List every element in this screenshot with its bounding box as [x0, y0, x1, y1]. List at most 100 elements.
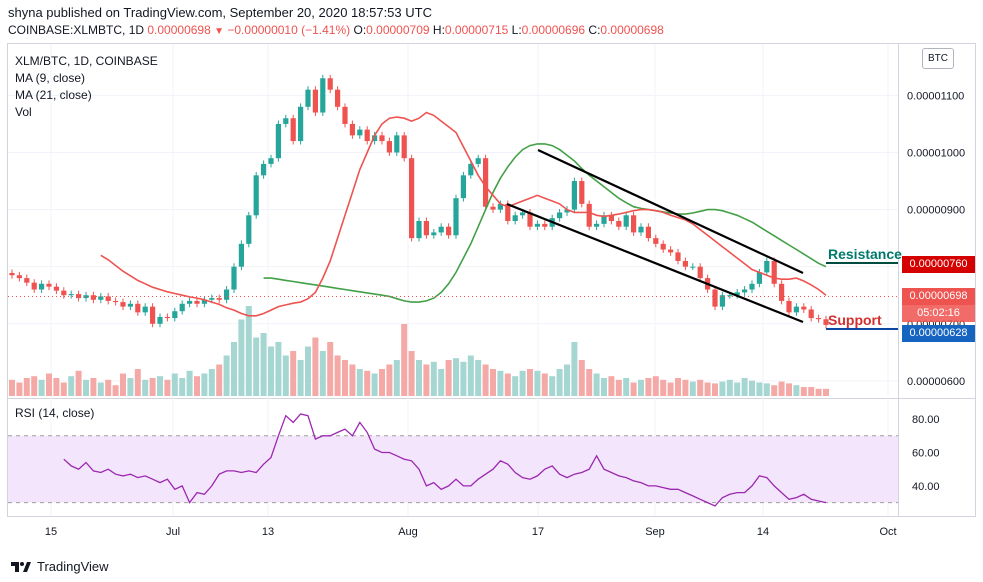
volume-bar: [556, 369, 563, 396]
candle-body: [386, 141, 392, 153]
tradingview-logo[interactable]: TradingView: [10, 559, 109, 574]
candle-body: [779, 283, 785, 301]
open-value: 0.00000709: [366, 23, 430, 37]
time-axis-ticks: 15 Jul 13 Aug 17 Sep 14 Oct: [45, 526, 897, 538]
candle-body: [187, 300, 193, 304]
candle-body: [61, 290, 67, 296]
candle-body: [712, 289, 718, 307]
volume-bar: [157, 376, 163, 396]
candle-body: [616, 221, 622, 227]
volume-bar: [253, 337, 260, 396]
channel-lower-line[interactable]: [506, 202, 804, 324]
rsi-tick-label: 80.00: [912, 414, 940, 426]
candle-body: [793, 306, 799, 313]
close-label: C:: [588, 23, 601, 37]
candle-body: [142, 306, 148, 313]
symbol-name: COINBASE:XLMBTC, 1D: [8, 23, 145, 37]
candle-body: [786, 300, 792, 313]
volume-bar: [423, 364, 430, 396]
candle-body: [423, 221, 429, 236]
tradingview-logo-icon: [11, 561, 31, 572]
volume-bar: [793, 385, 800, 396]
close-value: 0.00000698: [600, 23, 664, 37]
volume-bar: [689, 381, 696, 396]
candle-body: [823, 319, 829, 325]
candle-body: [379, 135, 385, 142]
currency-button[interactable]: BTC: [922, 48, 954, 69]
down-arrow-icon: ▼: [214, 26, 225, 37]
candle-body: [298, 106, 304, 142]
volume-bar: [112, 385, 119, 396]
candle-body: [320, 78, 326, 113]
volume-bar: [46, 373, 52, 396]
volume-bar: [497, 370, 504, 396]
candle-body: [697, 266, 703, 279]
candle-body: [490, 206, 496, 210]
time-tick-label: 15: [45, 526, 57, 538]
rsi-tick-label: 40.00: [912, 481, 940, 493]
candle-body: [542, 223, 548, 227]
volume-bar: [593, 373, 600, 396]
volume-bar: [756, 382, 763, 396]
candle-body: [342, 106, 348, 124]
candle-body: [127, 303, 133, 307]
candle-body: [557, 212, 563, 219]
volume-bar: [815, 388, 822, 396]
volume-bar: [38, 379, 45, 396]
volume-bar: [216, 364, 223, 396]
candle-body: [409, 158, 415, 239]
candle-body: [194, 300, 200, 304]
candle-body: [68, 294, 74, 296]
candle-body: [749, 283, 755, 290]
candle-body: [16, 275, 22, 279]
candle-body: [631, 215, 637, 233]
volume-bar: [697, 379, 704, 396]
volume-bar: [349, 364, 356, 396]
support-annotation: Support: [828, 312, 882, 328]
volume-bar: [623, 378, 630, 396]
volume-bar: [356, 369, 363, 396]
volume-bar: [519, 370, 526, 396]
volume-bar: [578, 360, 585, 396]
volume-bar: [171, 373, 178, 396]
candle-body: [638, 226, 644, 233]
candle-body: [742, 289, 748, 293]
volume-bar: [408, 351, 415, 396]
volume-bar: [808, 387, 815, 396]
candle-body: [623, 215, 629, 227]
volume-bar: [31, 376, 38, 396]
candle-body: [275, 123, 281, 159]
volume-bar: [778, 381, 785, 396]
volume-bar: [282, 355, 289, 396]
candle-body: [653, 238, 659, 244]
volume-bar: [763, 383, 770, 396]
volume-bar: [53, 378, 60, 396]
candle-body: [39, 283, 45, 290]
candle-body: [216, 298, 222, 300]
candle-body: [327, 78, 333, 90]
candle-body: [305, 89, 311, 107]
volume-bar: [83, 379, 89, 396]
price-change: −0.00000010 (−1.41%): [227, 23, 351, 37]
candle-body: [475, 158, 481, 164]
candle-body: [675, 252, 681, 261]
support-price-label: 0.00000628: [902, 325, 975, 342]
channel-upper-line[interactable]: [537, 149, 804, 274]
volume-bar: [638, 379, 644, 396]
rsi-axis-ticks: 80.00 60.00 40.00: [912, 414, 940, 493]
volume-bar: [416, 360, 422, 396]
volume-bar: [527, 369, 533, 396]
candle-body: [150, 306, 156, 324]
volume-bar: [800, 387, 807, 396]
volume-bar: [90, 378, 97, 396]
candle-body: [253, 175, 259, 216]
candles: [9, 74, 829, 329]
legend-vol: Vol: [15, 105, 32, 119]
candle-body: [808, 309, 814, 319]
candle-body: [579, 181, 585, 204]
candle-body: [668, 249, 674, 253]
candle-body: [564, 209, 570, 213]
candle-body: [483, 158, 489, 207]
volume-bar: [534, 370, 541, 396]
